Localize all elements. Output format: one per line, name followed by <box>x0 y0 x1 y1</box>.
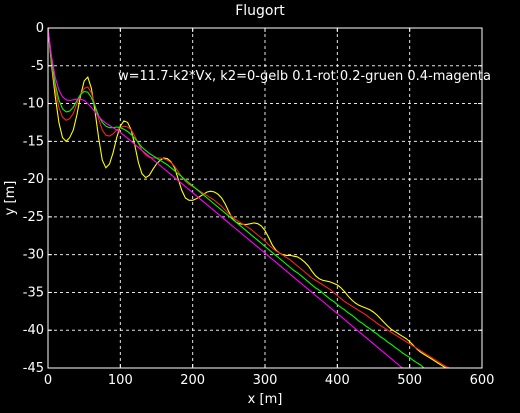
x-axis-label: x [m] <box>248 392 283 407</box>
y-tick-label: -5 <box>31 59 44 74</box>
y-tick-label: -20 <box>23 172 44 187</box>
y-tick-label: -15 <box>23 134 44 149</box>
y-axis-label: y [m] <box>3 181 18 216</box>
series-layer <box>48 28 451 368</box>
chart-title: Flugort <box>235 3 285 19</box>
y-tick-label: -10 <box>23 97 44 112</box>
series-line-0 <box>48 28 448 368</box>
y-tick-label: -30 <box>23 248 44 263</box>
y-tick-label: -35 <box>23 285 44 300</box>
series-line-3 <box>48 28 404 368</box>
x-tick-label: 600 <box>470 373 495 388</box>
x-tick-label: 300 <box>253 373 278 388</box>
x-tick-label: 100 <box>108 373 133 388</box>
x-tick-label: 500 <box>397 373 422 388</box>
x-tick-label: 0 <box>44 373 52 388</box>
x-tick-label: 400 <box>325 373 350 388</box>
y-tick-label: -40 <box>23 323 44 338</box>
grid-lines <box>48 28 482 368</box>
y-tick-label: -45 <box>23 361 44 376</box>
y-tick-label: -25 <box>23 210 44 225</box>
y-tick-label: 0 <box>36 21 44 36</box>
series-line-2 <box>48 28 426 368</box>
annotation-text: w=11.7-k2*Vx, k2=0-gelb 0.1-rot 0.2-grue… <box>118 69 491 84</box>
x-tick-label: 200 <box>180 373 205 388</box>
series-line-1 <box>48 28 451 368</box>
axis-ticks: 0 100 200 300 400 500 600 0 -5 -10 -15 -20 -25 -30 -35… <box>23 21 495 388</box>
